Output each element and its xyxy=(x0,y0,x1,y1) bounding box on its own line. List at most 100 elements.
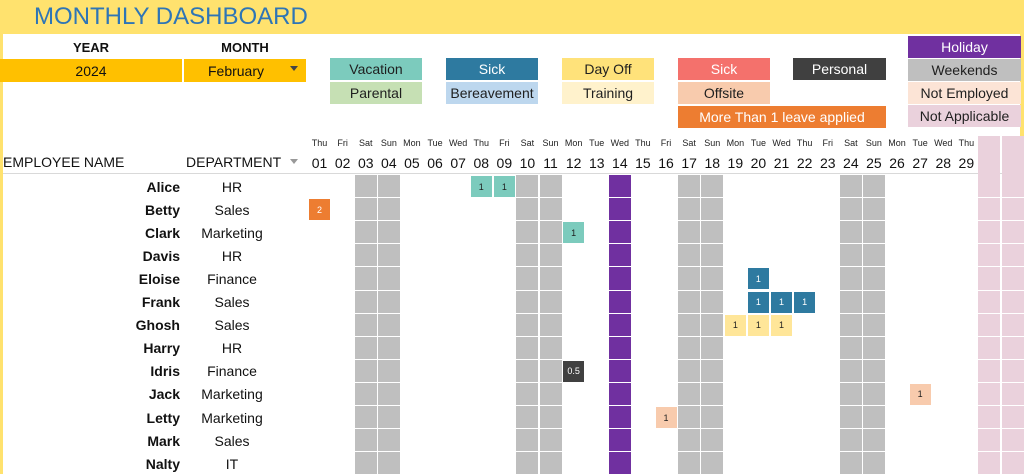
row-line xyxy=(308,335,1024,337)
department: HR xyxy=(221,247,243,264)
leave-cell: 1 xyxy=(747,291,769,313)
month-dropdown[interactable] xyxy=(290,66,298,71)
leave-cell: 2 xyxy=(309,199,331,221)
day-number: 07 xyxy=(450,154,466,171)
month-label: MONTH xyxy=(221,39,269,55)
year-value[interactable]: 2024 xyxy=(0,59,182,82)
month-value[interactable]: February xyxy=(184,59,306,82)
row-line xyxy=(308,197,1024,199)
leave-cell: 1 xyxy=(909,383,931,405)
day-number: 17 xyxy=(681,154,697,171)
legend-item: Training xyxy=(562,82,654,104)
day-number: 11 xyxy=(543,154,558,171)
leave-cell: 0.5 xyxy=(563,360,585,382)
weekday-label: Tue xyxy=(912,138,928,148)
day-column-fill xyxy=(1001,136,1024,474)
department: Marketing xyxy=(201,386,263,403)
day-number: 02 xyxy=(334,154,351,171)
row-line xyxy=(308,428,1024,430)
employee-name: Eloise xyxy=(138,270,180,287)
weekday-label: Mon xyxy=(888,138,906,148)
department: Sales xyxy=(214,317,250,334)
legend-item: Holiday xyxy=(908,36,1021,58)
weekday-label: Thu xyxy=(473,138,489,148)
weekday-label: Fri xyxy=(660,138,672,148)
day-number: 15 xyxy=(635,154,651,171)
weekday-label: Thu xyxy=(311,138,328,148)
weekday-label: Sat xyxy=(682,138,696,148)
department: IT xyxy=(225,455,239,472)
day-number: 08 xyxy=(473,154,490,171)
day-column-fill xyxy=(608,175,631,474)
row-line xyxy=(308,312,1024,314)
row-line xyxy=(308,358,1024,360)
day-number: 06 xyxy=(427,154,443,171)
day-number: 21 xyxy=(773,154,790,171)
day-column-fill xyxy=(539,175,562,474)
day-number: 29 xyxy=(958,154,975,171)
day-number: 01 xyxy=(311,154,328,171)
leave-cell: 1 xyxy=(771,291,793,313)
employee-name: Betty xyxy=(144,201,180,218)
year-label: YEAR xyxy=(72,39,110,55)
legend-item: Personal xyxy=(793,58,886,80)
day-number: 20 xyxy=(750,154,767,171)
leave-cell: 1 xyxy=(724,314,746,336)
employee-name: Ghosh xyxy=(135,317,180,334)
department: Sales xyxy=(214,201,250,218)
weekday-label: Tue xyxy=(750,138,767,148)
department: Marketing xyxy=(201,409,263,426)
legend-item: Sick xyxy=(678,58,770,80)
day-number: 22 xyxy=(796,154,813,171)
day-number: 12 xyxy=(565,154,582,171)
department-filter[interactable] xyxy=(290,159,298,164)
row-line xyxy=(308,289,1024,291)
department: Sales xyxy=(214,432,250,449)
weekday-label: Sat xyxy=(844,138,858,148)
legend-item: Offsite xyxy=(678,82,770,104)
weekday-label: Mon xyxy=(726,138,745,148)
day-number: 13 xyxy=(588,154,605,171)
day-number: 16 xyxy=(658,154,674,171)
day-column-fill xyxy=(701,175,724,474)
day-number: 25 xyxy=(866,154,882,171)
day-number: 04 xyxy=(381,154,397,171)
day-column-fill xyxy=(839,175,862,474)
legend-item: Weekends xyxy=(908,59,1021,81)
day-column-fill xyxy=(678,175,701,474)
row-line xyxy=(308,243,1024,245)
legend-item: Bereavement xyxy=(446,82,538,104)
day-number xyxy=(978,153,1001,172)
weekday-label xyxy=(1001,137,1024,149)
legend-item: Not Employed xyxy=(908,82,1021,104)
weekday-label: Thu xyxy=(635,138,651,148)
leave-cell: 1 xyxy=(747,314,769,336)
department: HR xyxy=(221,340,243,357)
day-column-fill xyxy=(377,175,400,474)
weekday-label: Fri xyxy=(499,138,510,148)
header-divider xyxy=(3,173,1020,174)
department: Finance xyxy=(207,270,257,287)
legend-item: Vacation xyxy=(330,58,422,80)
row-line xyxy=(308,405,1024,406)
employee-name: Idris xyxy=(150,363,180,380)
day-number: 28 xyxy=(935,154,952,171)
weekday-label: Mon xyxy=(564,138,583,148)
weekday-label: Thu xyxy=(796,138,813,148)
department: Marketing xyxy=(201,224,263,241)
weekday-label: Fri xyxy=(822,138,833,148)
employee-name: Clark xyxy=(144,224,180,241)
employee-name: Letty xyxy=(146,409,180,426)
leave-cell: 1 xyxy=(794,291,816,313)
legend-item: Sick xyxy=(446,58,538,80)
weekday-label: Sat xyxy=(358,138,373,148)
legend-item: Day Off xyxy=(562,58,654,80)
day-number: 10 xyxy=(519,154,536,171)
day-number: 09 xyxy=(496,154,513,171)
employee-name-header: EMPLOYEE NAME xyxy=(3,154,125,170)
department-header: DEPARTMENT xyxy=(186,154,282,170)
department: Finance xyxy=(207,363,257,380)
weekday-label: Sun xyxy=(704,138,721,148)
day-column-fill xyxy=(354,175,377,474)
